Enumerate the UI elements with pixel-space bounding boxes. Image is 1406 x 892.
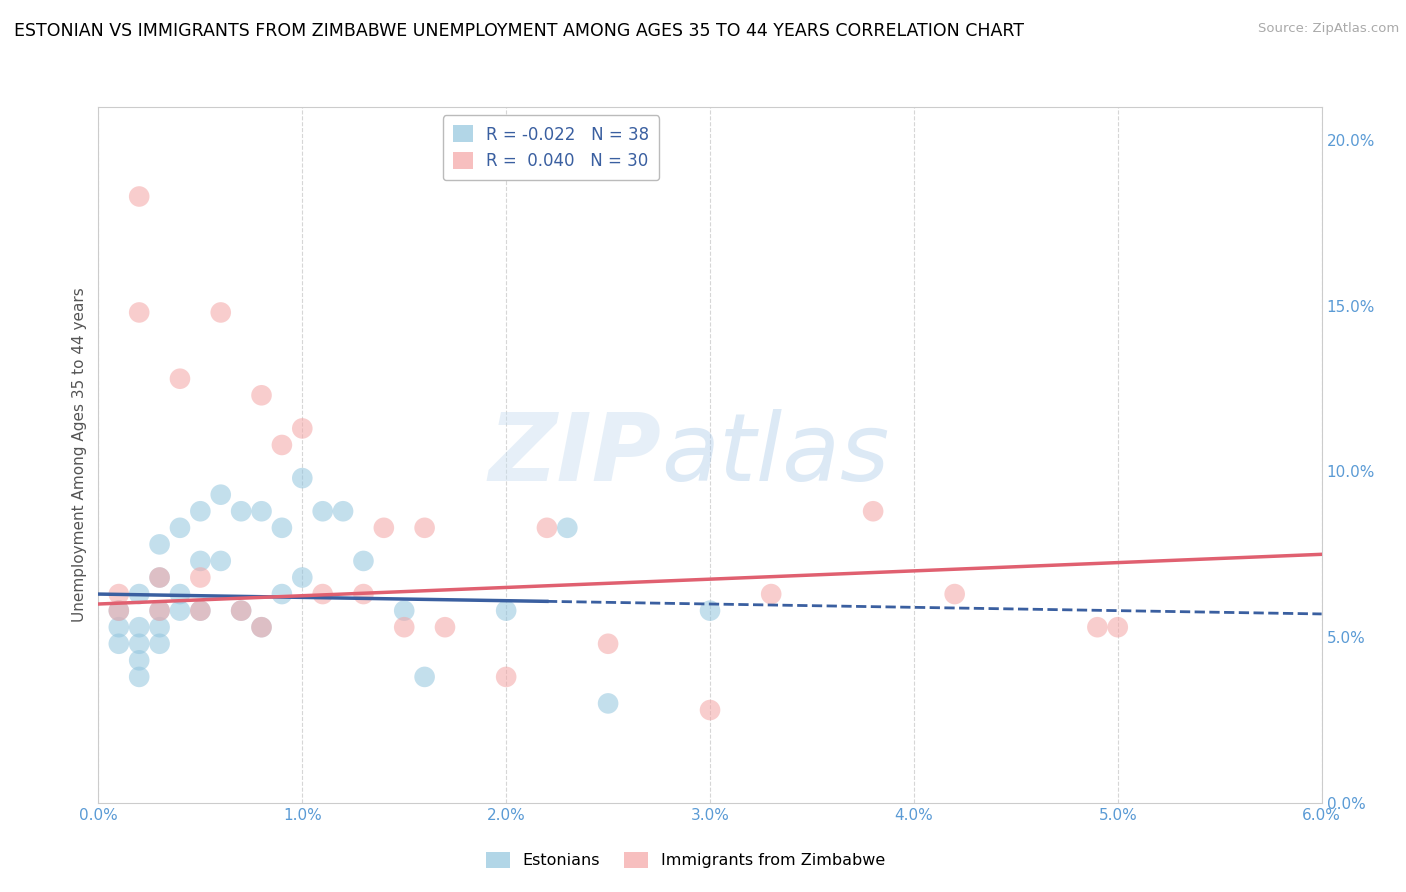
Point xyxy=(291,421,314,435)
Point xyxy=(413,521,436,535)
Point xyxy=(311,587,335,601)
Point xyxy=(149,637,172,651)
Point xyxy=(149,570,172,584)
Point xyxy=(392,620,416,634)
Point xyxy=(413,670,436,684)
Point xyxy=(231,604,253,618)
Point xyxy=(108,604,131,618)
Point xyxy=(188,570,212,584)
Point xyxy=(1085,620,1108,634)
Point xyxy=(188,604,212,618)
Point xyxy=(495,604,517,618)
Point xyxy=(209,305,232,319)
Point xyxy=(250,388,273,402)
Point xyxy=(128,653,150,667)
Point xyxy=(291,471,314,485)
Point xyxy=(169,521,191,535)
Point xyxy=(433,620,456,634)
Point xyxy=(373,521,395,535)
Point xyxy=(761,587,783,601)
Point xyxy=(169,372,191,386)
Point xyxy=(352,587,374,601)
Point xyxy=(699,604,721,618)
Point xyxy=(108,620,131,634)
Point xyxy=(128,620,150,634)
Point xyxy=(149,537,172,551)
Point xyxy=(699,703,721,717)
Point xyxy=(352,554,374,568)
Point xyxy=(598,637,620,651)
Point xyxy=(250,620,273,634)
Point xyxy=(270,587,292,601)
Point xyxy=(128,637,150,651)
Y-axis label: Unemployment Among Ages 35 to 44 years: Unemployment Among Ages 35 to 44 years xyxy=(72,287,87,623)
Point xyxy=(392,604,416,618)
Point xyxy=(555,521,579,535)
Point xyxy=(231,604,253,618)
Point xyxy=(270,521,292,535)
Point xyxy=(188,604,212,618)
Point xyxy=(209,488,232,502)
Point xyxy=(188,504,212,518)
Point xyxy=(149,604,172,618)
Point xyxy=(188,554,212,568)
Point xyxy=(495,670,517,684)
Point xyxy=(108,604,131,618)
Point xyxy=(128,587,150,601)
Point xyxy=(108,587,131,601)
Point xyxy=(128,189,150,203)
Text: ESTONIAN VS IMMIGRANTS FROM ZIMBABWE UNEMPLOYMENT AMONG AGES 35 TO 44 YEARS CORR: ESTONIAN VS IMMIGRANTS FROM ZIMBABWE UNE… xyxy=(14,22,1024,40)
Point xyxy=(128,305,150,319)
Point xyxy=(598,697,620,711)
Point xyxy=(943,587,966,601)
Point xyxy=(311,504,335,518)
Point xyxy=(149,604,172,618)
Text: ZIP: ZIP xyxy=(488,409,661,501)
Point xyxy=(291,570,314,584)
Point xyxy=(270,438,292,452)
Point xyxy=(332,504,354,518)
Text: Source: ZipAtlas.com: Source: ZipAtlas.com xyxy=(1258,22,1399,36)
Text: atlas: atlas xyxy=(661,409,890,500)
Point xyxy=(536,521,558,535)
Point xyxy=(231,504,253,518)
Point xyxy=(149,620,172,634)
Point xyxy=(862,504,884,518)
Point xyxy=(169,604,191,618)
Point xyxy=(250,504,273,518)
Point xyxy=(108,637,131,651)
Point xyxy=(1107,620,1129,634)
Point xyxy=(149,570,172,584)
Legend: Estonians, Immigrants from Zimbabwe: Estonians, Immigrants from Zimbabwe xyxy=(479,846,891,875)
Point xyxy=(250,620,273,634)
Point xyxy=(209,554,232,568)
Point xyxy=(169,587,191,601)
Point xyxy=(128,670,150,684)
